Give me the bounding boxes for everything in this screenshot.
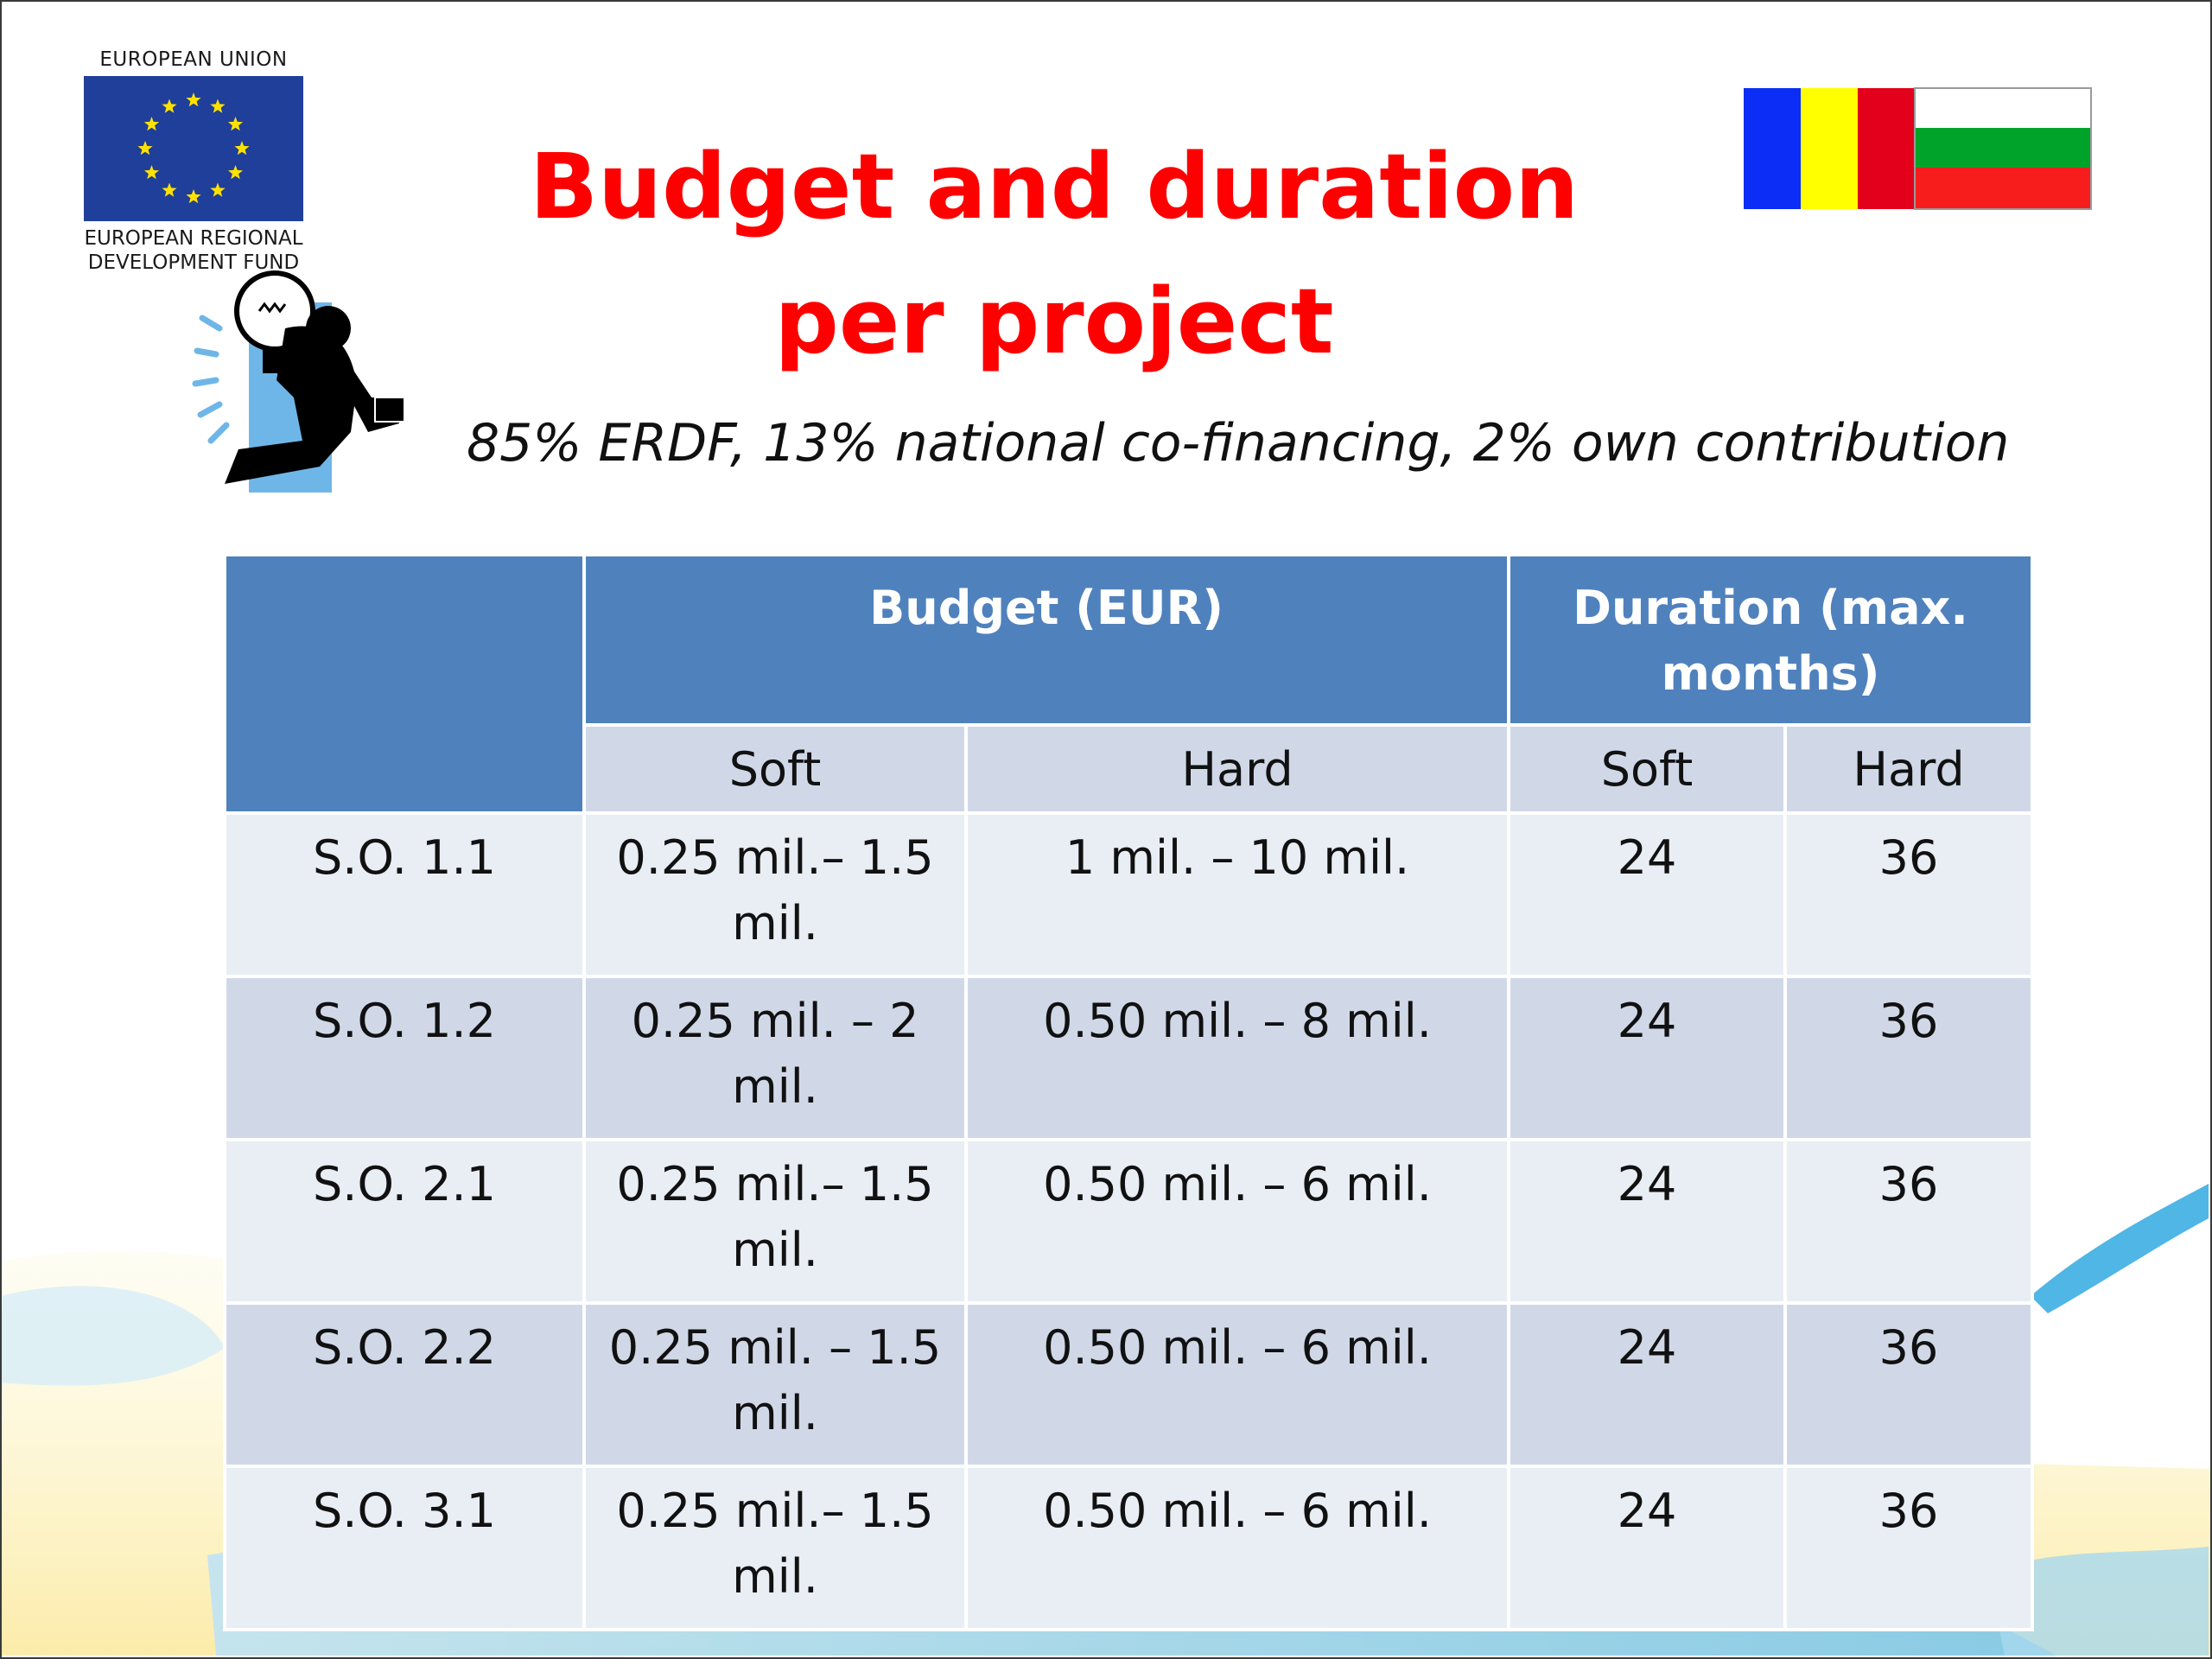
eu-star-icon: [162, 182, 177, 197]
cell-budget-soft-line2: mil.: [732, 1223, 818, 1277]
page-title-line2: per project: [774, 269, 1334, 374]
cell-objective: S.O. 2.1: [223, 1138, 586, 1305]
cell-budget-hard: 1 mil. – 10 mil.: [963, 811, 1511, 978]
cell-budget-hard: 0.50 mil. – 8 mil.: [963, 975, 1511, 1141]
cell-duration-soft: 24: [1507, 811, 1788, 978]
table-header-row: Budget (EUR) Duration (max. months): [223, 553, 2035, 815]
cell-duration-hard: 36: [1783, 975, 2035, 1141]
header-duration-line2: months): [1661, 646, 1880, 701]
cell-duration-soft: 24: [1507, 1465, 1788, 1631]
header-duration-line1: Duration (max.: [1573, 581, 1968, 635]
cell-duration-hard: 36: [1783, 1465, 2035, 1631]
eu-star-icon: [210, 182, 226, 197]
cell-budget-soft-line2: mil.: [732, 1059, 818, 1114]
eu-logo-bottom-line1: EUROPEAN REGIONAL: [84, 227, 303, 250]
table-row: S.O. 3.1 0.25 mil.– 1.5 mil. 0.50 mil. – …: [223, 1465, 2035, 1631]
subheader-budget-hard: Hard: [963, 723, 1511, 815]
table-subheader-row: Soft Hard Soft Hard: [225, 723, 2035, 815]
eu-flag-icon: [84, 76, 303, 221]
table-row: S.O. 1.1 0.25 mil.– 1.5 mil. 1 mil. – 10 …: [223, 811, 2035, 978]
cell-objective: S.O. 1.2: [223, 975, 586, 1141]
cell-budget-soft-line1: 0.25 mil.– 1.5: [616, 1484, 934, 1538]
eu-star-icon: [234, 141, 250, 156]
eu-star-icon: [227, 165, 244, 180]
cell-budget-soft-line1: 0.25 mil. – 2: [631, 994, 919, 1048]
cell-objective: S.O. 1.1: [223, 811, 586, 978]
cell-budget-soft: 0.25 mil.– 1.5 mil.: [582, 1138, 968, 1305]
idea-man-clipart-icon: [192, 270, 405, 493]
cell-duration-soft: 24: [1507, 1138, 1788, 1305]
cell-budget-hard: 0.50 mil. – 6 mil.: [963, 1465, 1511, 1631]
table-row: S.O. 2.1 0.25 mil.– 1.5 mil. 0.50 mil. – …: [223, 1138, 2035, 1305]
header-budget: Budget (EUR): [582, 553, 1511, 727]
eu-star-icon: [186, 189, 201, 204]
header-duration: Duration (max. months): [1507, 553, 2035, 727]
cell-budget-hard: 0.50 mil. – 6 mil.: [963, 1138, 1511, 1305]
cell-duration-soft: 24: [1507, 1301, 1788, 1468]
cell-budget-soft: 0.25 mil.– 1.5 mil.: [582, 1465, 968, 1631]
cell-budget-hard: 0.50 mil. – 6 mil.: [963, 1301, 1511, 1468]
cell-budget-soft-line2: mil.: [732, 1549, 818, 1604]
cell-budget-soft: 0.25 mil.– 1.5 mil.: [582, 811, 968, 978]
eu-logo-top-text: EUROPEAN UNION: [99, 48, 288, 71]
cell-budget-soft: 0.25 mil. – 1.5 mil.: [582, 1301, 968, 1468]
cell-budget-soft-line1: 0.25 mil. – 1.5: [608, 1320, 942, 1375]
subheader-budget-soft: Soft: [582, 723, 968, 815]
eu-star-icon: [162, 99, 177, 113]
table-corner-cell: [223, 553, 586, 815]
eu-star-icon: [186, 92, 201, 107]
budget-duration-table: Budget (EUR) Duration (max. months) Soft…: [223, 553, 2035, 1631]
country-flags: [1744, 86, 2093, 213]
eu-logo-bottom-line2: DEVELOPMENT FUND: [87, 251, 300, 274]
page-title: Budget and duration per project: [432, 119, 1676, 389]
cell-budget-soft-line1: 0.25 mil.– 1.5: [616, 830, 934, 885]
eu-logo: EUROPEAN UNION EUROPEAN REGIONAL DEVELOP…: [73, 48, 315, 275]
cell-duration-hard: 36: [1783, 811, 2035, 978]
cell-duration-hard: 36: [1783, 1138, 2035, 1305]
cell-budget-soft-line2: mil.: [732, 1386, 818, 1440]
eu-star-icon: [137, 141, 153, 156]
funding-subtitle: 85% ERDF, 13% national co-financing, 2% …: [467, 413, 2010, 474]
romania-bulgaria-flags-icon: [1744, 87, 2092, 210]
subheader-duration-hard: Hard: [1783, 723, 2035, 815]
cell-objective: S.O. 2.2: [223, 1301, 586, 1468]
cell-budget-soft-line1: 0.25 mil.– 1.5: [616, 1157, 934, 1211]
cell-objective: S.O. 3.1: [223, 1465, 586, 1631]
eu-logo-bottom-text: EUROPEAN REGIONAL DEVELOPMENT FUND: [73, 226, 315, 275]
eu-star-icon: [227, 117, 244, 131]
cell-budget-soft: 0.25 mil. – 2 mil.: [582, 975, 968, 1141]
cell-budget-soft-line2: mil.: [732, 896, 818, 950]
table-row: S.O. 2.2 0.25 mil. – 1.5 mil. 0.50 mil. –…: [223, 1301, 2035, 1468]
subheader-duration-soft: Soft: [1507, 723, 1788, 815]
page-title-line1: Budget and duration: [529, 134, 1580, 239]
eu-star-icon: [210, 99, 226, 113]
table-row: S.O. 1.2 0.25 mil. – 2 mil. 0.50 mil. – 8…: [223, 975, 2035, 1141]
cell-duration-soft: 24: [1507, 975, 1788, 1141]
eu-star-icon: [143, 117, 160, 131]
cell-duration-hard: 36: [1783, 1301, 2035, 1468]
eu-star-icon: [143, 165, 160, 180]
